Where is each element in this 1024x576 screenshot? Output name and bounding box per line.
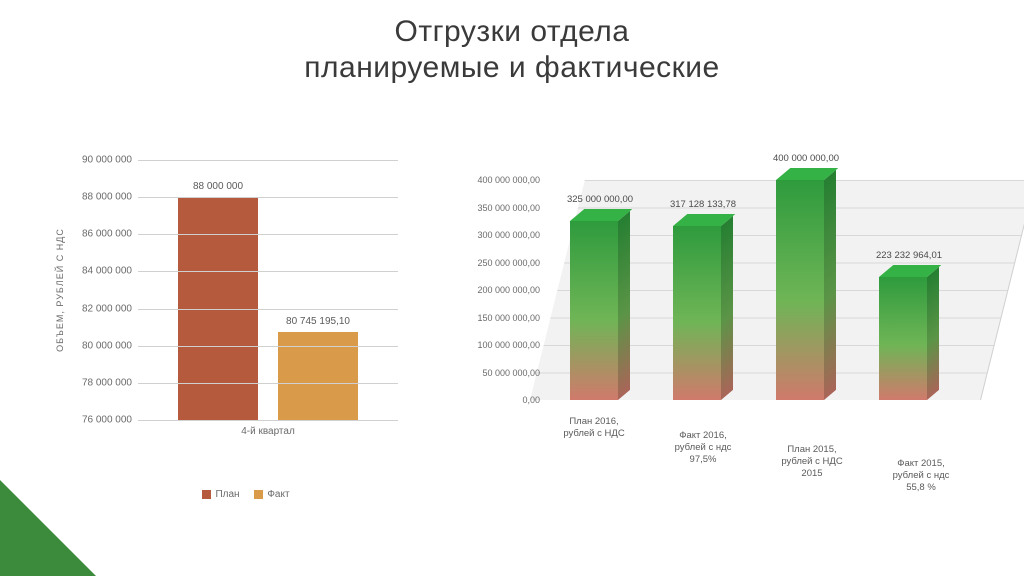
ytick-label: 350 000 000,00 <box>440 203 540 213</box>
gridline <box>138 383 398 384</box>
bar-front <box>673 226 721 400</box>
bar-side <box>618 211 630 400</box>
left-chart-category: 4-й квартал <box>138 420 398 437</box>
legend-swatch-plan <box>202 490 211 499</box>
bar-front <box>570 221 618 400</box>
legend-label-fact: Факт <box>267 489 289 500</box>
right-chart-bar: 400 000 000,00 <box>776 180 824 400</box>
right-chart-category: План 2015,рублей с НДС2015 <box>762 436 862 480</box>
left-chart-legend: План Факт <box>60 489 420 500</box>
right-chart-bar: 317 128 133,78 <box>673 226 721 400</box>
bar-value-label: 223 232 964,01 <box>849 250 969 261</box>
gridline <box>138 160 398 161</box>
ytick-label: 0,00 <box>440 395 540 405</box>
gridline <box>138 346 398 347</box>
left-chart-bar-fact-value: 80 745 195,10 <box>258 316 378 327</box>
right-chart-stage: 0,0050 000 000,00100 000 000,00150 000 0… <box>550 180 980 400</box>
slide-title: Отгрузки отделапланируемые и фактические <box>0 14 1024 86</box>
gridline <box>138 271 398 272</box>
ytick-label: 50 000 000,00 <box>440 368 540 378</box>
left-chart-plot: ОБЪЕМ, РУБЛЕЙ С НДС 88 000 000 80 745 19… <box>138 160 398 420</box>
ytick-label: 400 000 000,00 <box>440 175 540 185</box>
ytick-label: 84 000 000 <box>60 266 132 277</box>
ytick-label: 80 000 000 <box>60 340 132 351</box>
bar-value-label: 400 000 000,00 <box>746 153 866 164</box>
gridline <box>138 234 398 235</box>
bar-front <box>776 180 824 400</box>
gridline <box>138 309 398 310</box>
bar-side <box>721 216 733 400</box>
slide: Отгрузки отделапланируемые и фактические… <box>0 0 1024 576</box>
ytick-label: 82 000 000 <box>60 303 132 314</box>
gridline <box>138 420 398 421</box>
ytick-label: 86 000 000 <box>60 229 132 240</box>
ytick-label: 76 000 000 <box>60 415 132 426</box>
left-chart: ОБЪЕМ, РУБЛЕЙ С НДС 88 000 000 80 745 19… <box>60 150 420 500</box>
right-chart-category: План 2016,рублей с НДС <box>544 408 644 440</box>
left-chart-ylabel: ОБЪЕМ, РУБЛЕЙ С НДС <box>55 228 65 352</box>
legend-label-plan: План <box>215 489 239 500</box>
right-chart-bar: 325 000 000,00 <box>570 221 618 400</box>
gridline <box>138 197 398 198</box>
right-chart-category: Факт 2015,рублей с ндс55,8 % <box>871 450 971 494</box>
bar-value-label: 325 000 000,00 <box>540 194 660 205</box>
bar-side <box>927 267 939 400</box>
bar-value-label: 317 128 133,78 <box>643 199 763 210</box>
ytick-label: 100 000 000,00 <box>440 340 540 350</box>
ytick-label: 250 000 000,00 <box>440 258 540 268</box>
legend-swatch-fact <box>254 490 263 499</box>
right-chart-bar: 223 232 964,01 <box>879 277 927 400</box>
ytick-label: 88 000 000 <box>60 192 132 203</box>
ytick-label: 150 000 000,00 <box>440 313 540 323</box>
left-chart-bar-plan-value: 88 000 000 <box>158 181 278 192</box>
bar-side <box>824 170 836 400</box>
right-chart-category: Факт 2016,рублей с ндс97,5% <box>653 422 753 466</box>
bar-front <box>879 277 927 400</box>
ytick-label: 90 000 000 <box>60 155 132 166</box>
right-chart: 0,00 50 000 000,00 100 000 000,00 150 000 0… <box>440 150 1000 520</box>
ytick-label: 300 000 000,00 <box>440 230 540 240</box>
ytick-label: 200 000 000,00 <box>440 285 540 295</box>
ytick-label: 78 000 000 <box>60 377 132 388</box>
